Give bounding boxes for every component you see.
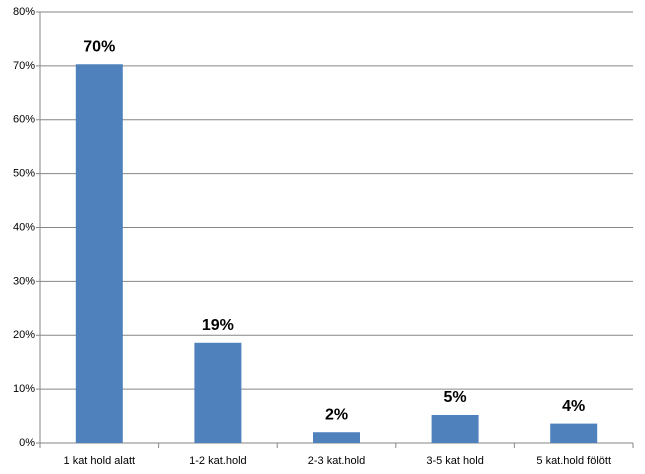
x-tick-label: 5 kat.hold fölött	[536, 455, 611, 467]
x-tick-label: 1 kat hold alatt	[64, 455, 136, 467]
value-label: 5%	[444, 389, 467, 406]
y-tick-label: 30%	[13, 275, 35, 287]
y-tick-label: 60%	[13, 114, 35, 126]
bar	[550, 423, 598, 443]
x-tick-label: 1-2 kat.hold	[189, 455, 246, 467]
value-label: 70%	[83, 38, 115, 55]
y-tick-label: 80%	[13, 6, 35, 18]
y-tick-label: 50%	[13, 168, 35, 180]
bar	[194, 342, 242, 443]
value-label: 4%	[562, 398, 585, 415]
y-tick-label: 70%	[13, 60, 35, 72]
bar	[75, 64, 123, 443]
value-label: 2%	[325, 406, 348, 423]
y-tick-label: 40%	[13, 221, 35, 233]
x-tick-label: 2-3 kat.hold	[308, 455, 365, 467]
bar	[313, 432, 360, 443]
value-label: 19%	[202, 317, 234, 334]
y-tick-label: 0%	[19, 437, 35, 449]
bar	[431, 414, 479, 443]
x-tick-label: 3-5 kat hold	[426, 455, 483, 467]
y-tick-label: 10%	[13, 383, 35, 395]
y-tick-label: 20%	[13, 329, 35, 341]
